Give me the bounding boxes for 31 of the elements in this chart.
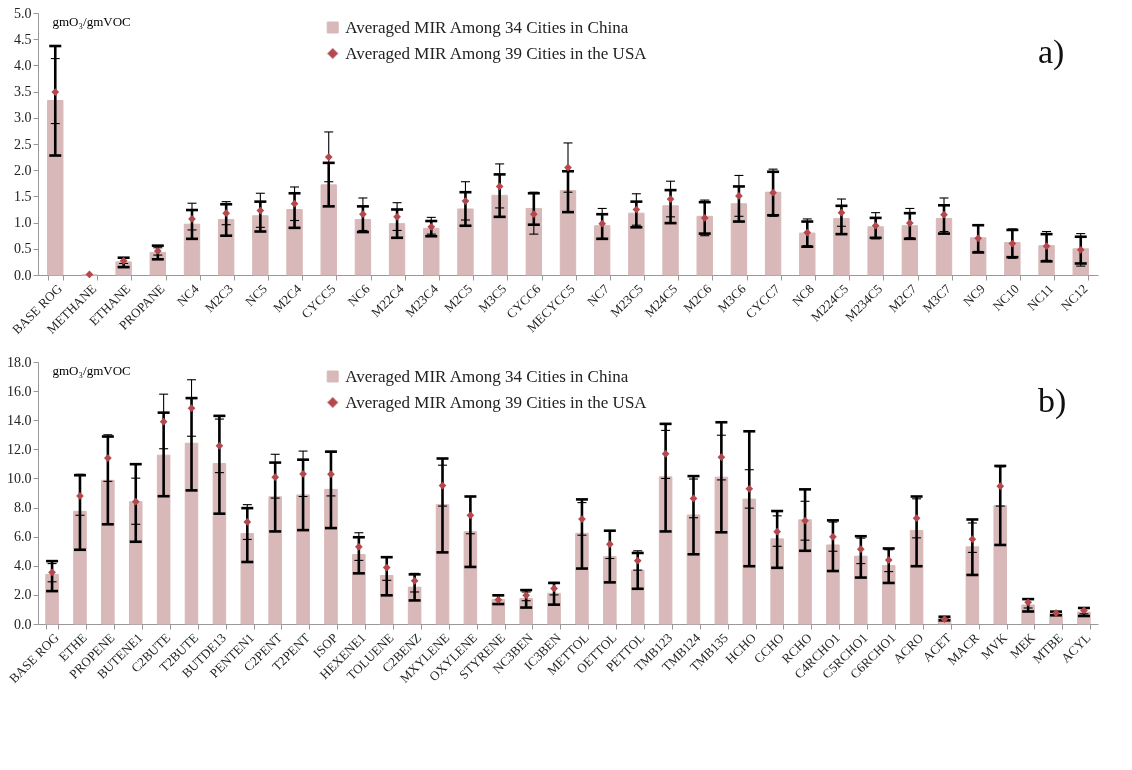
y-tick-label: 0.0	[14, 616, 32, 632]
annotation: b)	[1038, 382, 1067, 420]
y-tick-label: 2.5	[14, 136, 32, 152]
y-tick-label: 18.0	[7, 354, 32, 370]
legend-label: Averaged MIR Among 34 Cities in China	[345, 17, 629, 37]
y-tick-label: 8.0	[14, 500, 32, 516]
legend-label: Averaged MIR Among 39 Cities in the USA	[345, 43, 648, 63]
y-tick-label: 14.0	[7, 412, 32, 428]
y-tick-label: 3.0	[14, 110, 32, 126]
y-tick-label: 10.0	[7, 470, 32, 486]
annotation: a)	[1038, 33, 1065, 71]
y-tick-label: 4.5	[14, 31, 32, 47]
y-axis-title: gmO₃/gmVOC	[52, 13, 131, 29]
y-tick-label: 2.0	[14, 162, 32, 178]
y-tick-label: 6.0	[14, 529, 32, 545]
y-tick-label: 2.0	[14, 587, 32, 603]
x-tick-label: NC9	[959, 281, 988, 310]
legend-label: Averaged MIR Among 34 Cities in China	[345, 366, 629, 386]
y-tick-label: 4.0	[14, 57, 32, 73]
y-tick-label: 1.5	[14, 188, 32, 204]
y-tick-label: 16.0	[7, 383, 32, 399]
y-tick-label: 12.0	[7, 441, 32, 457]
y-tick-label: 3.5	[14, 84, 32, 100]
y-tick-label: 1.0	[14, 215, 32, 231]
y-tick-label: 5.0	[14, 5, 32, 21]
y-tick-label: 4.0	[14, 558, 32, 574]
legend-label: Averaged MIR Among 39 Cities in the USA	[345, 392, 648, 412]
x-tick-label: NC5	[242, 281, 271, 310]
y-tick-label: 0.5	[14, 241, 32, 257]
y-tick-label: 0.0	[14, 267, 32, 283]
y-axis-title: gmO₃/gmVOC	[52, 362, 131, 378]
